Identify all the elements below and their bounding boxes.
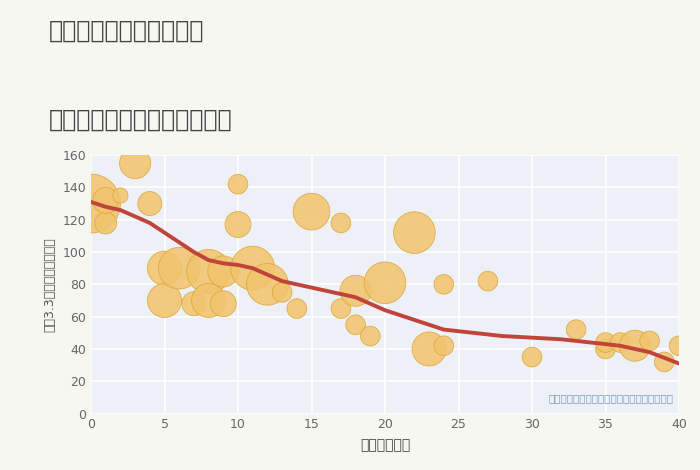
- Point: [629, 342, 641, 350]
- Text: 築年数別中古マンション価格: 築年数別中古マンション価格: [49, 108, 232, 132]
- Point: [262, 281, 273, 288]
- Point: [130, 159, 141, 167]
- Point: [291, 305, 302, 313]
- Point: [218, 267, 229, 275]
- Point: [615, 339, 626, 346]
- Point: [115, 192, 126, 199]
- Text: 円の大きさは、取引のあった物件面積を示す: 円の大きさは、取引のあった物件面積を示す: [548, 393, 673, 403]
- Point: [350, 287, 361, 295]
- Point: [159, 297, 170, 304]
- Point: [644, 337, 655, 345]
- Point: [438, 281, 449, 288]
- Point: [570, 326, 582, 333]
- Point: [232, 180, 244, 188]
- Point: [203, 297, 214, 304]
- Point: [188, 300, 199, 307]
- Point: [85, 200, 97, 207]
- Point: [350, 321, 361, 329]
- Point: [335, 305, 346, 313]
- Point: [482, 277, 493, 285]
- Y-axis label: 坪（3.3㎡）単価（万円）: 坪（3.3㎡）単価（万円）: [43, 237, 57, 332]
- Point: [218, 300, 229, 307]
- Point: [306, 208, 317, 215]
- Point: [144, 200, 155, 207]
- Point: [600, 345, 611, 352]
- Point: [526, 353, 538, 361]
- Point: [232, 221, 244, 228]
- Point: [276, 289, 288, 296]
- Point: [438, 342, 449, 350]
- Point: [100, 196, 111, 204]
- Point: [379, 279, 391, 287]
- Point: [159, 265, 170, 272]
- Point: [424, 345, 435, 352]
- Text: 奈良県奈良市勝南院町の: 奈良県奈良市勝南院町の: [49, 19, 204, 43]
- Point: [600, 339, 611, 346]
- Point: [100, 219, 111, 227]
- X-axis label: 築年数（年）: 築年数（年）: [360, 439, 410, 453]
- Point: [409, 229, 420, 236]
- Point: [174, 265, 185, 272]
- Point: [203, 267, 214, 275]
- Point: [659, 358, 670, 366]
- Point: [247, 265, 258, 272]
- Point: [365, 332, 376, 340]
- Point: [335, 219, 346, 227]
- Point: [673, 342, 685, 350]
